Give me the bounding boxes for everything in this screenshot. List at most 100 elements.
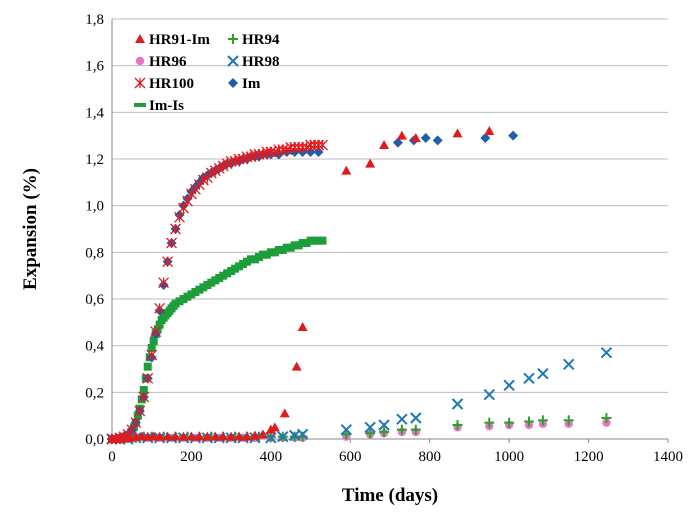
data-point	[365, 428, 376, 439]
data-point	[210, 431, 221, 441]
data-point	[257, 429, 268, 439]
data-point	[480, 133, 491, 143]
data-point	[170, 223, 182, 235]
data-point	[269, 422, 280, 432]
data-point	[226, 431, 237, 441]
data-point	[378, 419, 390, 431]
data-point	[392, 137, 403, 148]
legend-label: Im	[242, 76, 261, 92]
legend-item: HR96	[135, 54, 187, 70]
data-point	[146, 349, 158, 361]
y-tick-label: 1,0	[85, 199, 104, 215]
data-point	[452, 128, 463, 138]
data-point	[277, 430, 289, 443]
data-point	[249, 430, 260, 440]
data-point	[154, 431, 165, 441]
data-point	[130, 417, 142, 429]
x-tick-label: 200	[180, 449, 203, 465]
y-axis-title: Expansion (%)	[20, 168, 41, 290]
legend-item: HR94	[228, 32, 280, 48]
y-tick-label: 1,6	[85, 59, 104, 75]
series-hr91-im	[107, 126, 495, 443]
data-series	[106, 126, 613, 445]
data-point	[601, 413, 612, 423]
data-point	[523, 372, 535, 385]
data-point	[265, 424, 276, 434]
data-point	[218, 431, 229, 441]
x-tick-label: 400	[260, 449, 283, 465]
legend-marker	[227, 55, 239, 67]
x-tick-label: 1400	[653, 449, 683, 465]
data-point	[139, 386, 148, 394]
y-tick-label: 0,0	[85, 432, 104, 448]
legend-marker	[135, 56, 145, 66]
data-point	[194, 431, 205, 441]
data-point	[503, 379, 515, 392]
y-tick-label: 0,2	[85, 385, 104, 401]
data-point	[158, 277, 170, 289]
y-tick-label: 0,8	[85, 245, 104, 261]
legend-item: Im-Is	[134, 98, 184, 114]
data-point	[396, 413, 408, 425]
data-point	[379, 140, 390, 149]
x-tick-label: 800	[418, 449, 441, 465]
data-point	[242, 431, 253, 441]
y-tick-label: 0,4	[85, 339, 104, 355]
x-axis-title: Time (days)	[342, 485, 438, 506]
legend-label: HR96	[149, 54, 187, 70]
data-point	[202, 431, 213, 441]
y-tick-label: 1,8	[85, 12, 104, 28]
data-point	[504, 417, 515, 428]
plot-area	[112, 19, 668, 439]
data-point	[524, 416, 534, 427]
legend-label: HR98	[242, 54, 280, 70]
legend-marker	[134, 77, 146, 89]
data-point	[154, 302, 166, 314]
legend-item: Im	[228, 76, 261, 92]
data-point	[537, 367, 549, 380]
data-point	[563, 415, 574, 426]
legend-marker	[228, 34, 238, 44]
data-point	[396, 424, 407, 435]
data-point	[484, 126, 495, 135]
x-tick-labels: 0 200 400 600 800 1000 1200 1400	[108, 449, 683, 465]
legend-item: HR91-Im	[135, 32, 210, 48]
data-point	[537, 415, 548, 426]
data-point	[174, 211, 185, 223]
x-tick-label: 1000	[494, 449, 524, 465]
data-point	[341, 165, 352, 175]
data-point	[364, 421, 376, 434]
data-point	[178, 431, 189, 441]
data-point	[150, 326, 162, 338]
data-point	[142, 372, 154, 384]
data-point	[265, 432, 277, 444]
x-tick-label: 0	[108, 449, 116, 465]
data-point	[155, 320, 164, 329]
y-tick-label: 1,2	[85, 152, 104, 168]
data-point	[318, 236, 327, 245]
legend-label: HR100	[149, 76, 194, 92]
data-point	[147, 344, 156, 352]
data-point	[162, 431, 173, 441]
y-tick-label: 0,6	[85, 292, 104, 308]
data-point	[138, 391, 150, 403]
y-tick-labels: 0,0 0,2 0,4 0,6 0,8 1,0 1,2 1,4 1,6 1,8	[85, 12, 104, 448]
data-point	[149, 337, 158, 345]
legend: HR91-Im HR94 HR96 HR98 HR100 Im Im-Is	[134, 32, 280, 114]
data-point	[379, 427, 390, 437]
data-point	[313, 147, 324, 157]
data-point	[162, 256, 174, 268]
legend-item: HR100	[134, 76, 194, 92]
data-point	[133, 411, 142, 420]
data-point	[317, 139, 328, 151]
data-point	[410, 133, 421, 142]
legend-label: Im-Is	[149, 98, 184, 114]
series-im-is	[108, 236, 327, 443]
legend-label: HR91-Im	[149, 32, 210, 48]
data-point	[600, 346, 613, 359]
data-point	[432, 135, 443, 146]
data-point	[134, 405, 146, 417]
data-point	[396, 130, 407, 140]
data-point	[508, 130, 519, 141]
